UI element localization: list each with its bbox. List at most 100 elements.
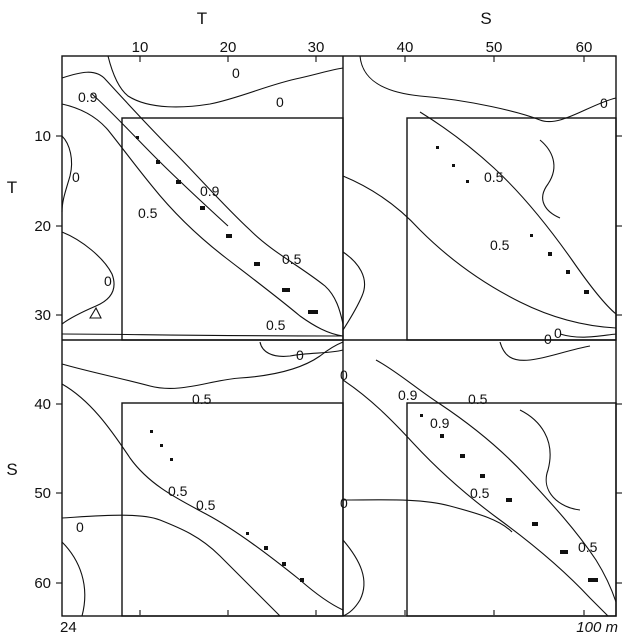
ridge-TS-dot-3 [466, 180, 469, 183]
tick-marks [56, 56, 622, 615]
top-tick-60: 60 [576, 39, 593, 56]
contour-label: 0 [296, 347, 304, 363]
ridge-ST-dot-6 [282, 562, 286, 566]
ridge-TT-dash-4 [200, 206, 205, 210]
ridge-SS-dash-2 [440, 434, 444, 438]
ridge-SS-dash-7 [560, 550, 568, 554]
ridge-TT-dash-7 [282, 288, 290, 292]
contour-label: 0.5 [470, 485, 490, 501]
inner-box-ST [121, 402, 344, 617]
ridge-SS-dash-5 [506, 498, 512, 502]
left-tick-40: 40 [34, 396, 51, 413]
side-T-label: T [7, 178, 17, 197]
contour-TS-0-right [539, 139, 561, 219]
ridge-SS-dash-4 [480, 474, 485, 478]
contour-label: 0 [600, 95, 608, 111]
contour-TT-05-lower [61, 103, 344, 337]
contour-TT-0-left [61, 135, 73, 213]
contour-TS-05-lower [342, 175, 617, 329]
inner-box-TT [121, 117, 344, 341]
contour-TT-0-corner [61, 333, 344, 337]
ridge-TS-dot-2 [452, 164, 455, 167]
ridge-ST-dot-7 [300, 578, 304, 582]
left-tick-20: 20 [34, 218, 51, 235]
ridge-TT-dash-2 [156, 160, 160, 164]
inner-box-SS [406, 402, 617, 617]
contour-ST-0-right [259, 341, 344, 357]
header-S-label: S [480, 9, 491, 28]
ridge-SS-dash-6 [532, 522, 538, 526]
ridge-ST-dot-1 [150, 430, 153, 433]
contour-SS-0-top [499, 341, 591, 361]
contour-TT-0-right [61, 231, 115, 325]
contour-label: 0.5 [468, 391, 488, 407]
contour-label: 0 [340, 367, 348, 383]
contour-label: 0.5 [168, 483, 188, 499]
contour-TS-05-upper [419, 111, 617, 315]
contour-TS-0-bottom [559, 333, 617, 338]
contour-level-labels: 0.9 0 0 0 0.9 0.5 0.5 0.5 0 0.5 0 0.5 0.… [72, 65, 608, 555]
ridge-ST-dot-4 [246, 532, 249, 535]
contour-label: 0 [544, 331, 552, 347]
contour-TS-0-upper [359, 55, 617, 123]
depth-end-label: 100 m [576, 619, 618, 636]
ridge-TT-dash-6 [254, 262, 260, 266]
top-tick-50: 50 [486, 39, 503, 56]
contour-SS-0-right [519, 409, 581, 511]
contour-label: 0.5 [484, 169, 504, 185]
ridge-ST-dot-2 [160, 444, 163, 447]
left-tick-labels: 10 20 30 40 50 60 [34, 128, 51, 592]
header-T-label: T [197, 9, 207, 28]
left-tick-60: 60 [34, 575, 51, 592]
ridge-TT [136, 136, 318, 314]
ridge-TS-dot-1 [436, 146, 439, 149]
contour-TT-05-upper [61, 71, 344, 325]
depth-start-label: 24 [60, 619, 77, 636]
contour-label: 0 [104, 273, 112, 289]
panel-frames [61, 55, 617, 617]
contours-TT [61, 55, 344, 337]
contour-label: 0.5 [282, 251, 302, 267]
ridge-SS-dash-8 [588, 578, 598, 582]
ridge-TT-dash-1 [136, 136, 139, 139]
side-S-label: S [6, 460, 17, 479]
ridge-TS-dot-5 [548, 252, 552, 256]
contour-ST-0-mid [61, 514, 281, 617]
ridge-SS [420, 414, 598, 582]
top-tick-labels: 10 20 30 40 50 60 [132, 39, 593, 56]
top-tick-20: 20 [220, 39, 237, 56]
ridge-TS-dot-4 [530, 234, 533, 237]
contour-SS-0-mid [342, 499, 513, 533]
contour-label: 0 [340, 495, 348, 511]
left-tick-30: 30 [34, 307, 51, 324]
contour-SS-0-left [342, 539, 365, 617]
contour-ST-0-left [61, 541, 86, 617]
contour-label: 0 [72, 169, 80, 185]
contour-label: 0.9 [430, 415, 450, 431]
contour-label: 0.5 [578, 539, 598, 555]
contour-label: 0.5 [490, 237, 510, 253]
ridge-TT-dash-8 [308, 310, 318, 314]
contour-label: 0 [554, 325, 562, 341]
ridge-TS-dot-7 [584, 290, 589, 294]
ridge-TS-dot-6 [566, 270, 570, 274]
contour-label: 0 [276, 94, 284, 110]
contour-label: 0.9 [78, 89, 98, 105]
ridge-TT-dash-5 [226, 234, 232, 238]
ridge-ST [150, 430, 304, 582]
left-tick-50: 50 [34, 485, 51, 502]
ridge-ST-dot-5 [264, 546, 268, 550]
contour-TT-09-spine [91, 93, 229, 227]
ridge-TT-dash-3 [176, 180, 181, 184]
top-tick-30: 30 [308, 39, 325, 56]
contour-label: 0 [76, 519, 84, 535]
top-tick-10: 10 [132, 39, 149, 56]
ridge-SS-dash-1 [420, 414, 423, 417]
inner-box-TS [406, 117, 617, 341]
contour-label: 0.5 [192, 391, 212, 407]
ridge-TS [436, 146, 589, 294]
top-tick-40: 40 [397, 39, 414, 56]
contour-label: 0.5 [138, 205, 158, 221]
contour-TS-0-left [342, 251, 366, 331]
